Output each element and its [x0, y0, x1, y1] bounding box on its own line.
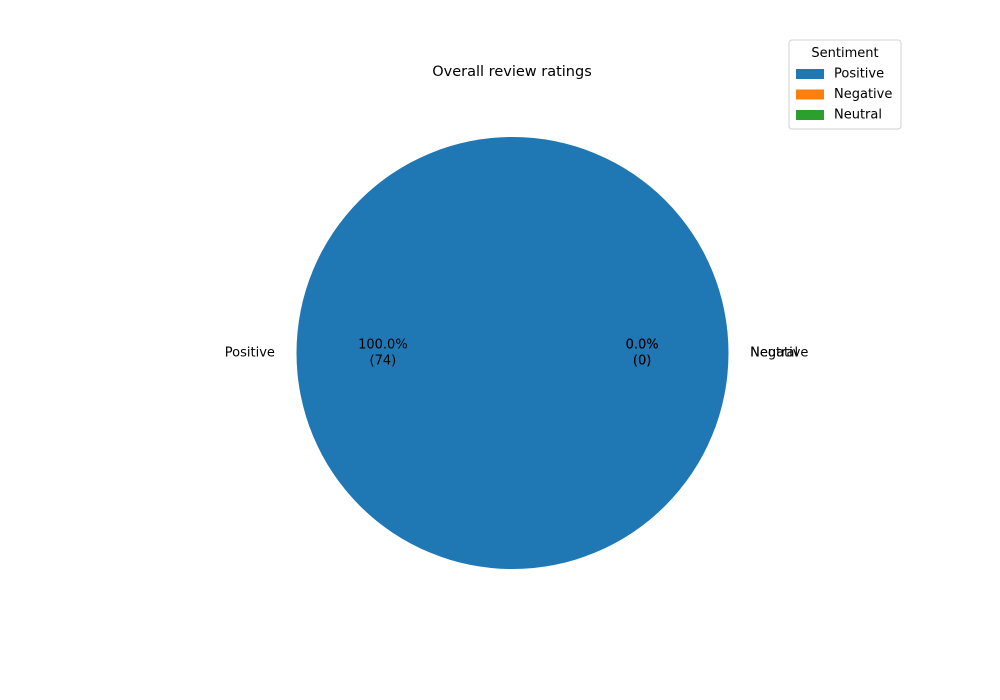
- pie-labels: Positive 100.0%(74) Negative 0.0%(0) Neutral…: [225, 338, 809, 369]
- legend: Sentiment Positive Negative Neutral: [788, 39, 902, 130]
- legend-swatch-positive: [796, 69, 824, 79]
- legend-swatch-neutral: [796, 110, 824, 120]
- slice-pct-negative: 0.0%: [626, 338, 659, 353]
- slice-label-negative: Negative: [750, 346, 808, 361]
- legend-entries: Positive Negative Neutral: [796, 67, 892, 123]
- legend-label-neutral: Neutral: [834, 108, 882, 123]
- legend-swatch-negative: [796, 89, 824, 100]
- slice-count-positive: (74): [370, 354, 397, 369]
- legend-label-positive: Positive: [834, 67, 884, 82]
- legend-frame: [788, 39, 902, 130]
- slice-label-positive: Positive: [225, 346, 275, 361]
- pie-slice-positive: [296, 137, 729, 569]
- slice-count-neutral: (0): [633, 354, 651, 369]
- slice-pct-positive: 100.0%: [358, 338, 408, 353]
- slice-pct-neutral: 0.0%: [626, 338, 659, 353]
- chart-title: Overall review ratings: [432, 64, 592, 80]
- slice-label-neutral: Neutral: [750, 346, 798, 361]
- pie-slices: [296, 137, 729, 569]
- legend-label-negative: Negative: [834, 87, 892, 102]
- slice-count-negative: (0): [633, 354, 651, 369]
- legend-title: Sentiment: [811, 46, 878, 61]
